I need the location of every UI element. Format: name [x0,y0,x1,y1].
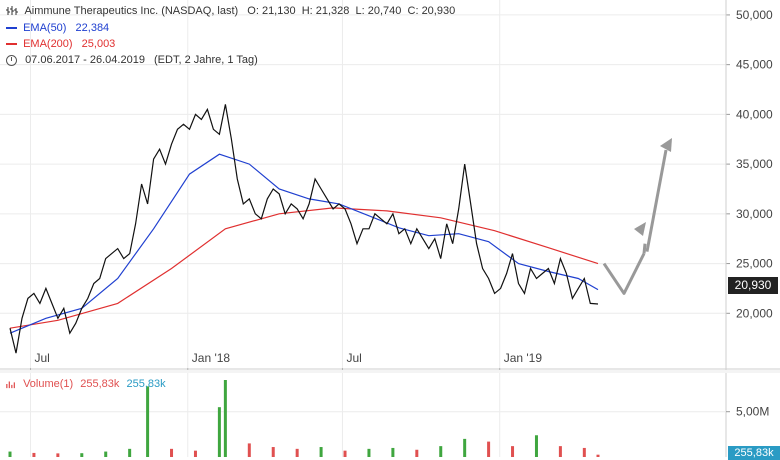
time-tick-label: Jan '19 [504,351,543,365]
volume-bar [343,450,347,457]
projection-arrow [602,138,672,295]
volume-bar [32,452,36,457]
time-axis: Jul Jan '18 Jul Jan '19 [35,351,543,365]
price-tick-label: 25,000 [736,257,773,271]
volume-bar [271,447,275,457]
volume-bar [582,447,586,457]
volume-bar [319,447,323,457]
price-tick-label: 30,000 [736,207,773,221]
volume-bar [217,407,221,457]
volume-value-blue: 255,83k [126,378,166,390]
range-note: (EDT, 2 Jahre, 1 Tag) [154,54,258,66]
volume-value-red: 255,83k [80,378,120,390]
volume-bar [439,446,443,457]
time-tick-label: Jan '18 [192,351,231,365]
date-range-legend: 07.06.2017 - 26.04.2019 (EDT, 2 Jahre, 1… [6,53,258,67]
volume-bars [8,380,600,457]
volume-tick-label: 5,00M [736,405,769,419]
volume-bar [487,441,491,457]
header-legend: Aimmune Therapeutics Inc. (NASDAQ, last)… [6,4,455,18]
price-tick-label: 50,000 [736,8,773,22]
volume-bar [146,386,150,457]
arrow-zigzag [602,252,646,295]
volume-bar [8,451,12,457]
ema50-line [9,153,599,334]
price-line [9,104,599,354]
volume-bar [247,443,251,457]
ema50-legend: EMA(50) 22,384 [6,21,109,35]
volume-bar [367,448,371,457]
ema50-swatch [6,27,17,30]
ohlc-bars-icon [6,6,18,16]
volume-bar [104,451,108,457]
volume-bar [511,446,515,457]
price-tick-label: 35,000 [736,157,773,171]
volume-bar [56,453,60,457]
volume-bar [128,448,132,457]
date-range: 07.06.2017 - 26.04.2019 [25,54,145,66]
volume-bar [558,446,562,457]
ohlc-values: O: 21,130 H: 21,328 L: 20,740 C: 20,930 [247,5,456,17]
volume-legend: Volume(1) 255,83k 255,83k [6,378,166,390]
ema200-value: 25,003 [81,38,116,50]
last-volume-badge: 255,83k [728,446,780,460]
ema200-legend: EMA(200) 25,003 [6,37,115,51]
volume-bar [534,435,538,457]
ema50-label: EMA(50) [23,22,67,34]
price-tick-label: 20,000 [736,306,773,320]
clock-icon [6,54,17,66]
arrow-shaft [642,243,647,254]
volume-label: Volume(1) [23,378,74,390]
volume-bars-icon [6,381,15,389]
volume-bar [193,450,197,457]
arrow-head [660,138,672,152]
volume-bar [295,448,299,457]
volume-bar [463,438,467,457]
instrument-title: Aimmune Therapeutics Inc. (NASDAQ, last) [24,5,239,17]
time-tick-label: Jul [35,351,50,365]
last-price-badge: 20,930 [728,277,778,294]
pane-separator [0,370,780,373]
ema200-swatch [6,43,17,46]
volume-axis: 5,00M [736,405,769,419]
volume-bar [596,454,600,457]
ema50-value: 22,384 [75,22,110,34]
ema200-label: EMA(200) [23,38,73,50]
arrow-shaft [645,149,668,252]
price-tick-label: 45,000 [736,58,773,72]
volume-bar [170,448,174,457]
price-tick-label: 40,000 [736,107,773,121]
volume-bar [391,447,395,457]
arrow-head [634,222,646,236]
volume-bar [80,453,84,457]
ema200-line [9,207,599,329]
price-axis: 50,000 45,000 40,000 35,000 30,000 25,000 20,0… [736,8,773,320]
volume-bar [415,449,419,457]
time-tick-label: Jul [346,351,361,365]
volume-bar [223,380,227,457]
